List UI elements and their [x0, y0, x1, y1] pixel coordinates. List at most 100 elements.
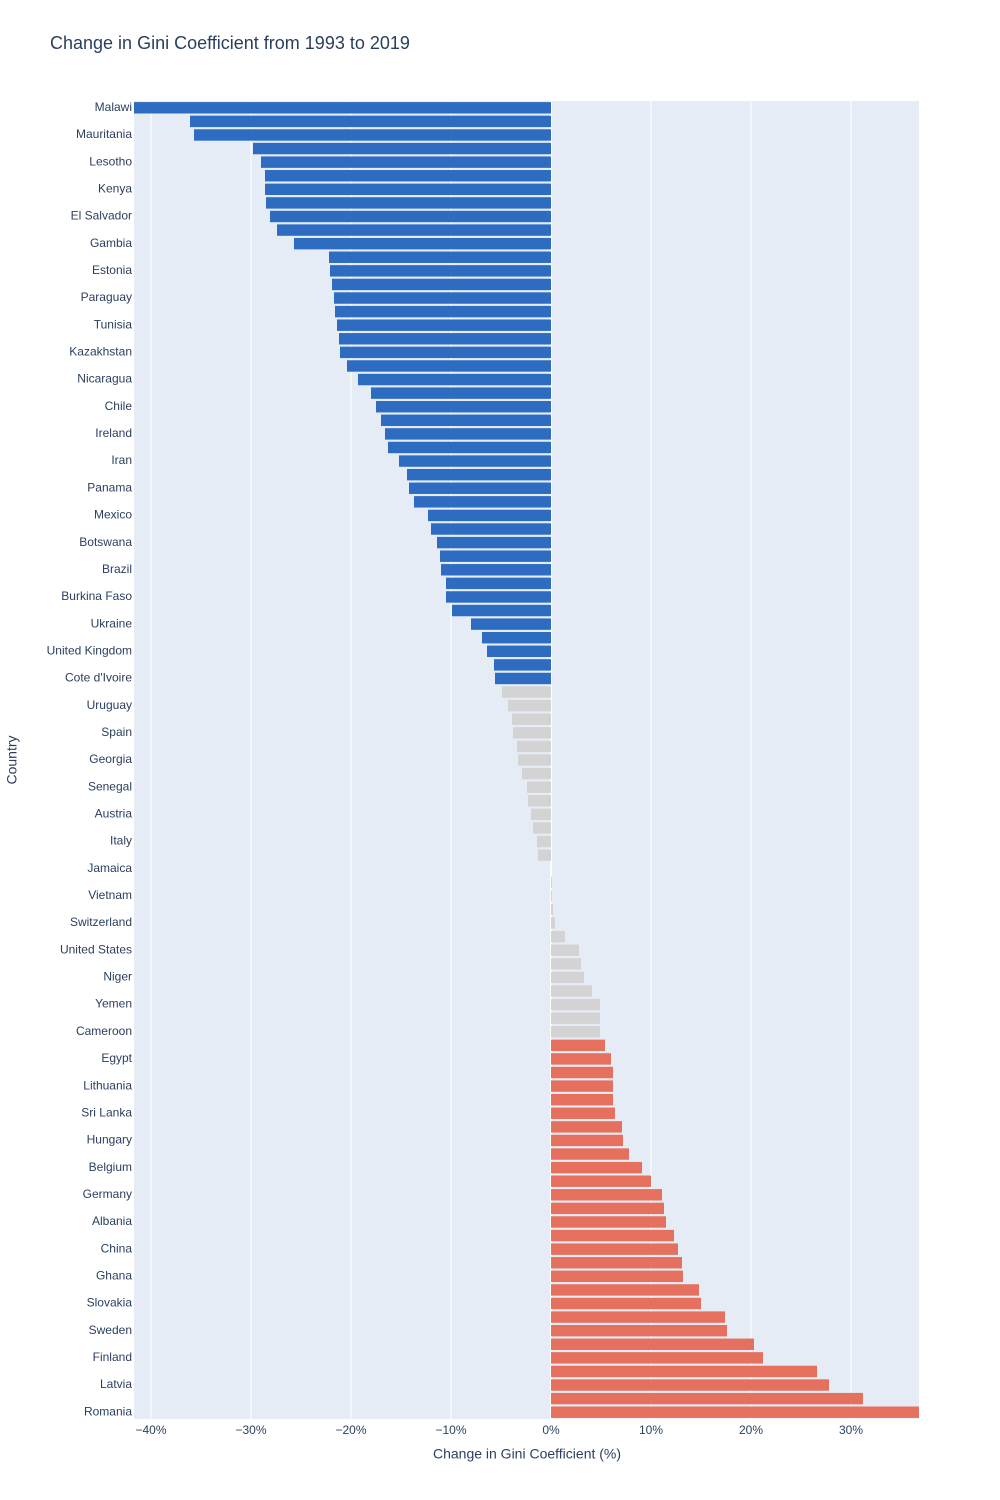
bar — [551, 1284, 699, 1296]
y-tick-label: United Kingdom — [47, 643, 132, 657]
y-tick-label: Mauritania — [76, 127, 132, 141]
y-tick-label: Switzerland — [70, 915, 132, 929]
y-tick-label: Albania — [92, 1214, 132, 1228]
bar — [330, 265, 551, 277]
y-tick-label: Botswana — [79, 535, 132, 549]
bar — [494, 659, 551, 671]
bar — [339, 333, 551, 345]
bar — [551, 1202, 664, 1215]
bar — [409, 482, 551, 494]
chart-title: Change in Gini Coefficient from 1993 to … — [50, 33, 410, 53]
y-tick-label: Yemen — [95, 997, 132, 1011]
bar — [551, 1175, 651, 1187]
y-tick-label: Mexico — [94, 508, 132, 522]
bar — [440, 550, 551, 562]
y-tick-label: Sri Lanka — [81, 1105, 132, 1119]
bar — [551, 1026, 600, 1038]
y-tick-label: Lithuania — [83, 1078, 132, 1092]
bar — [294, 237, 551, 250]
bar — [388, 441, 551, 454]
x-tick-label: 0% — [542, 1423, 560, 1437]
y-tick-label: Spain — [101, 725, 132, 739]
bar — [337, 319, 551, 331]
bar — [385, 428, 551, 440]
bar — [266, 197, 551, 209]
bar — [551, 971, 584, 984]
bar — [431, 523, 551, 535]
bar — [551, 1311, 725, 1323]
bar — [332, 278, 551, 291]
y-tick-label: Hungary — [87, 1133, 132, 1147]
bar — [441, 564, 551, 576]
y-tick-label: Romania — [84, 1404, 132, 1418]
x-tick-label: −30% — [235, 1423, 266, 1437]
bar — [376, 401, 551, 413]
bar — [551, 1107, 615, 1119]
y-tick-label: Latvia — [100, 1377, 132, 1391]
bar — [551, 1216, 666, 1228]
bar — [482, 632, 551, 644]
y-tick-label: Paraguay — [81, 290, 132, 304]
x-tick-label: 30% — [839, 1423, 863, 1437]
bar — [495, 672, 551, 685]
bar — [261, 156, 551, 168]
bar — [527, 781, 551, 793]
x-tick-label: −40% — [135, 1423, 166, 1437]
y-tick-label: Kenya — [98, 181, 132, 195]
bar — [551, 917, 555, 929]
bar — [551, 1229, 674, 1242]
bar — [531, 808, 551, 821]
bar — [371, 387, 551, 399]
y-tick-label: Kazakhstan — [69, 345, 132, 359]
bar — [551, 1121, 622, 1133]
bar — [277, 224, 551, 236]
y-tick-label: Chile — [105, 399, 133, 413]
bar — [551, 985, 592, 997]
y-tick-label: Panama — [87, 480, 132, 494]
y-tick-label: Sweden — [89, 1323, 132, 1337]
y-tick-label: China — [101, 1241, 133, 1255]
y-tick-label: Iran — [111, 453, 132, 467]
y-tick-label: Brazil — [102, 562, 132, 576]
x-tick-label: −10% — [435, 1423, 466, 1437]
y-tick-label: Tunisia — [94, 317, 133, 331]
y-tick-label: Cote d'Ivoire — [65, 671, 132, 685]
y-tick-label: Georgia — [89, 752, 132, 766]
bar — [414, 496, 551, 508]
bar — [358, 373, 551, 386]
y-tick-label: Senegal — [88, 779, 132, 793]
bar — [518, 754, 551, 766]
bar — [446, 591, 551, 603]
bar — [551, 1352, 763, 1364]
x-tick-label: 20% — [739, 1423, 763, 1437]
bars — [134, 102, 919, 1418]
y-tick-label: Estonia — [92, 263, 132, 277]
bar — [551, 1134, 623, 1147]
bar — [551, 958, 581, 970]
bar — [551, 1338, 754, 1350]
bar — [551, 1189, 662, 1201]
bar — [471, 618, 551, 630]
bar — [399, 455, 551, 467]
bar — [551, 1066, 613, 1079]
bar — [329, 251, 551, 263]
bar — [452, 604, 551, 617]
bar — [551, 1093, 613, 1106]
bar — [437, 536, 551, 549]
bar — [508, 699, 551, 712]
bar — [253, 142, 551, 155]
bar — [265, 183, 551, 196]
x-axis-title: Change in Gini Coefficient (%) — [433, 1446, 621, 1462]
y-tick-label: El Salvador — [71, 209, 132, 223]
y-tick-label: Belgium — [89, 1160, 132, 1174]
y-tick-label: Malawi — [95, 100, 132, 114]
y-tick-label: Uruguay — [87, 698, 132, 712]
bar — [551, 1270, 683, 1283]
bar — [270, 210, 551, 223]
bar — [334, 292, 551, 304]
bar — [551, 876, 552, 888]
bar — [551, 930, 565, 943]
y-tick-label: Burkina Faso — [61, 589, 132, 603]
y-tick-label: Niger — [103, 970, 132, 984]
bar — [551, 1365, 817, 1378]
